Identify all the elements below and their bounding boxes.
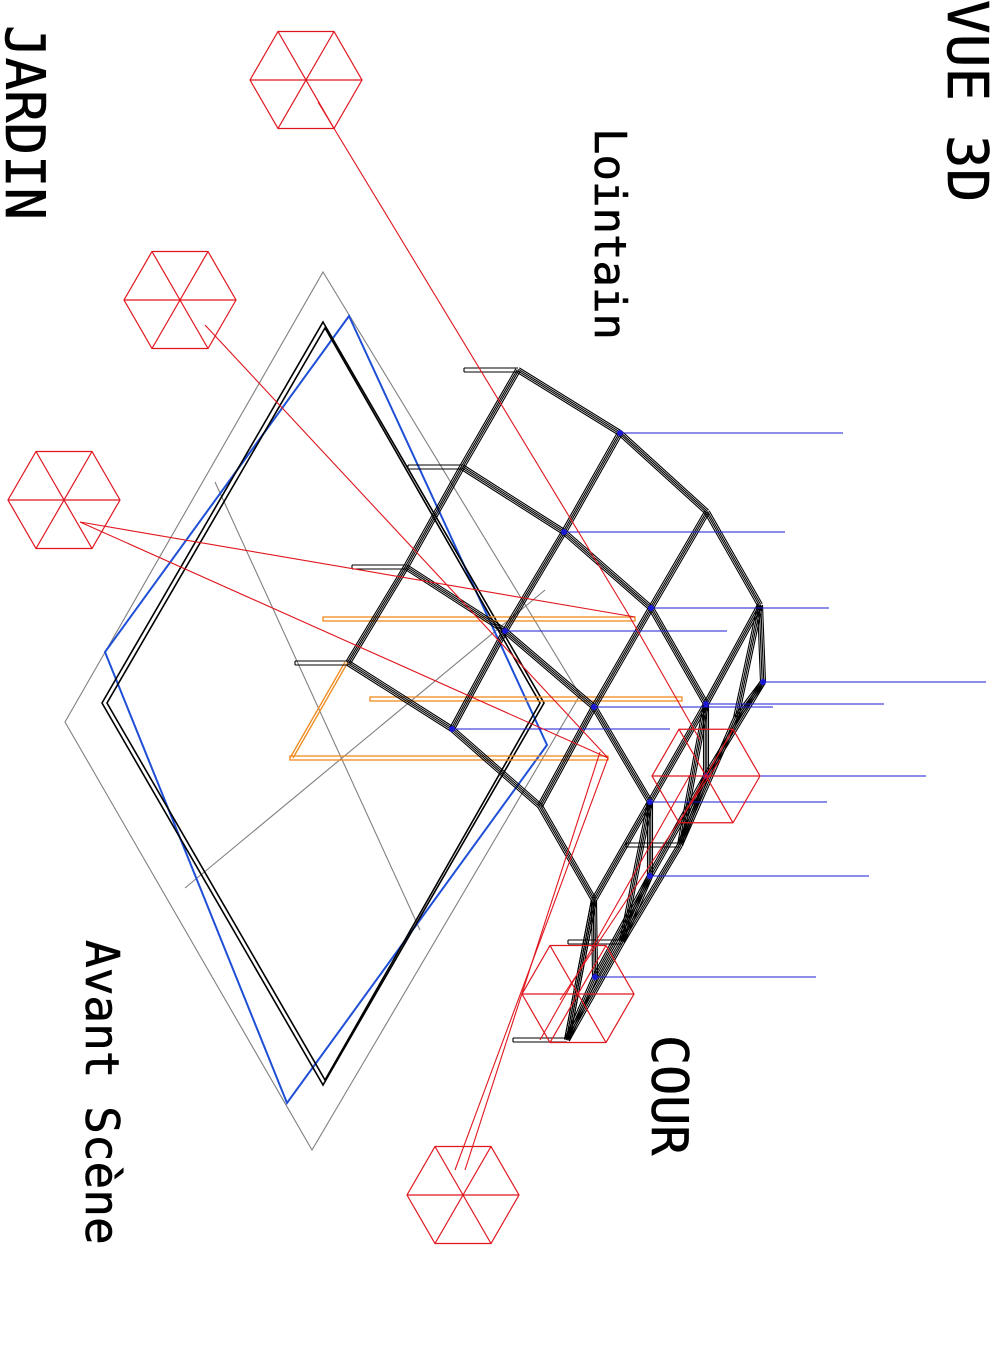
hexagon-fixture-icon: [521, 944, 635, 1044]
truss-member: [459, 368, 521, 469]
truss-member: [561, 431, 623, 534]
truss-member: [677, 703, 709, 846]
truss-member: [502, 530, 567, 633]
fixture-beams: [79, 101, 721, 1171]
avant-scene-label: Avant Scène: [75, 940, 129, 1245]
truss-stub: [294, 660, 348, 666]
truss-member: [591, 800, 653, 902]
truss-member: [564, 975, 598, 1042]
labels: VUE 3D JARDIN Lointain Avant Scène COUR: [0, 0, 996, 1245]
truss-member: [561, 529, 654, 611]
hexagon-fixture-icon: [651, 728, 761, 824]
fixtures: [7, 30, 761, 1245]
pointer-lines: [452, 432, 986, 978]
truss-member: [449, 726, 543, 809]
truss-member: [591, 606, 654, 709]
truss-member: [619, 874, 653, 944]
hexagon-fixture-icon: [123, 250, 237, 350]
truss-stub: [567, 939, 622, 945]
lointain-label: Lointain: [584, 128, 635, 340]
truss-member: [503, 628, 596, 710]
truss-member: [704, 510, 763, 607]
deck-outline: [101, 320, 545, 1087]
cour-label: COUR: [640, 1035, 698, 1156]
truss-structure: [294, 367, 767, 1043]
truss-member: [619, 843, 683, 944]
jardin-label: JARDIN: [0, 25, 56, 220]
truss-nodes: [449, 430, 766, 980]
truss-stub: [351, 564, 406, 570]
view-title: VUE 3D: [934, 0, 996, 202]
truss-member: [346, 660, 454, 732]
hexagon-fixture-icon: [406, 1145, 520, 1245]
truss-member: [460, 464, 566, 535]
truss-member: [648, 510, 710, 610]
truss-stub: [625, 842, 680, 848]
truss-stub: [407, 464, 462, 470]
truss-member: [648, 606, 709, 706]
truss-member: [516, 367, 622, 436]
truss-member: [647, 774, 709, 878]
truss-member: [537, 705, 597, 808]
hexagon-fixture-icon: [7, 450, 121, 550]
truss-member: [404, 564, 507, 634]
truss-member: [591, 705, 653, 804]
hexagon-fixture-icon: [249, 30, 363, 130]
floor-grid: [64, 270, 581, 1152]
truss-member: [449, 629, 508, 731]
truss-member: [733, 604, 763, 719]
truss-member: [345, 565, 409, 665]
truss-stub: [463, 367, 518, 373]
truss-member: [617, 430, 710, 515]
